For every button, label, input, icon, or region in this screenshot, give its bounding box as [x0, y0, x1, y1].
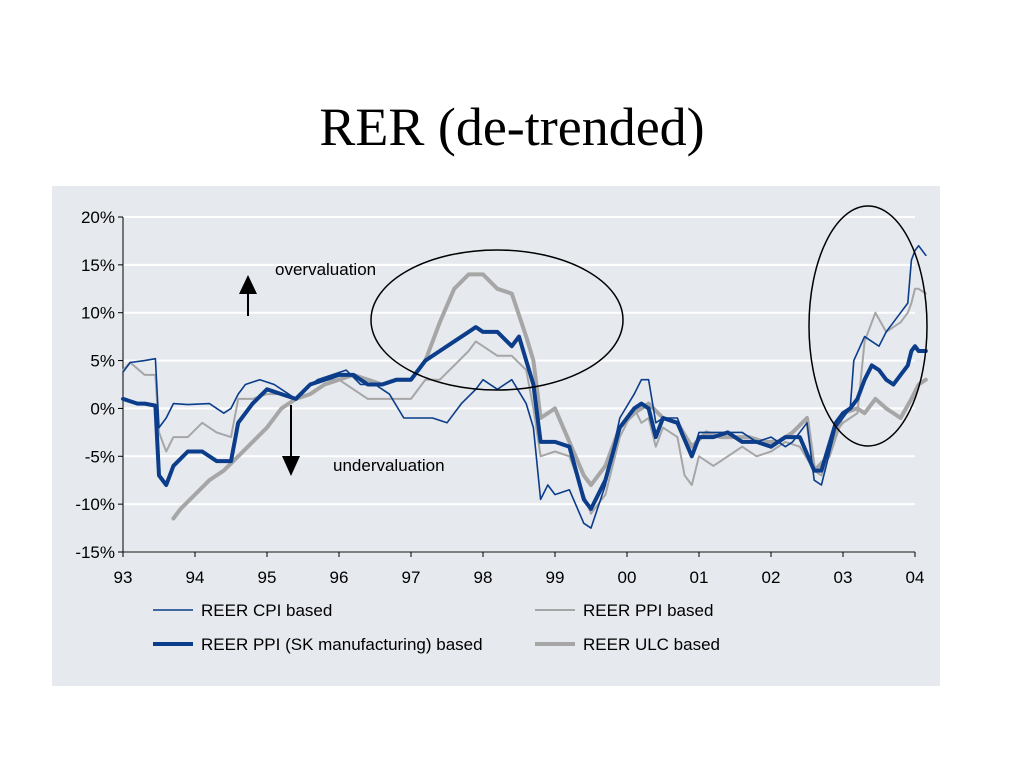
x-tick-label: 03 [834, 568, 853, 587]
slide-title: RER (de-trended) [319, 97, 705, 157]
y-tick-label: 15% [81, 256, 115, 275]
overvaluation-label: overvaluation [275, 260, 376, 279]
y-tick-label: 20% [81, 208, 115, 227]
up-arrow-head-icon [239, 275, 257, 294]
highlight-ellipse-1998 [370, 249, 624, 391]
series-line-reer-ulc-based [171, 272, 928, 521]
highlight-ellipse-2003 [808, 205, 928, 447]
series-line-reer-cpi-based [122, 244, 927, 529]
x-tick-label: 95 [258, 568, 277, 587]
y-tick-label: 0% [90, 399, 115, 418]
x-tick-label: 00 [618, 568, 637, 587]
y-tick-label: -15% [75, 543, 115, 562]
series-line-reer-ppi-based [122, 287, 927, 515]
y-tick-label: 10% [81, 304, 115, 323]
x-tick-label: 98 [474, 568, 493, 587]
annotation-undervaluation: undervaluation [282, 405, 445, 476]
grid [123, 216, 915, 553]
legend-label: REER ULC based [583, 635, 720, 654]
legend: REER CPI based REER PPI based REER PPI (SK… [153, 601, 720, 654]
annotation-overvaluation: overvaluation [239, 260, 376, 316]
x-tick-label: 04 [906, 568, 925, 587]
x-tick-label: 02 [762, 568, 781, 587]
x-tick-label: 93 [114, 568, 133, 587]
x-tick-label: 99 [546, 568, 565, 587]
undervaluation-label: undervaluation [333, 456, 445, 475]
axes: 20% 15% 10% 5% 0% -5% -10% -15% 93 94 95 96 97 98 99 00… [75, 208, 924, 587]
x-tick-label: 94 [186, 568, 205, 587]
line-chart: 20% 15% 10% 5% 0% -5% -10% -15% 93 94 95 96 97 98 99 00… [75, 205, 928, 654]
y-tick-label: 5% [90, 352, 115, 371]
x-tick-label: 96 [330, 568, 349, 587]
x-tick-label: 01 [690, 568, 709, 587]
legend-label: REER PPI based [583, 601, 713, 620]
series-lines [121, 244, 928, 529]
legend-label: REER CPI based [201, 601, 332, 620]
x-tick-label: 97 [402, 568, 421, 587]
legend-label: REER PPI (SK manufacturing) based [201, 635, 483, 654]
y-tick-label: -10% [75, 495, 115, 514]
y-tick-label: -5% [85, 447, 115, 466]
down-arrow-head-icon [282, 456, 300, 476]
chart-panel: 20% 15% 10% 5% 0% -5% -10% -15% 93 94 95 96 97 98 99 00… [52, 186, 940, 686]
